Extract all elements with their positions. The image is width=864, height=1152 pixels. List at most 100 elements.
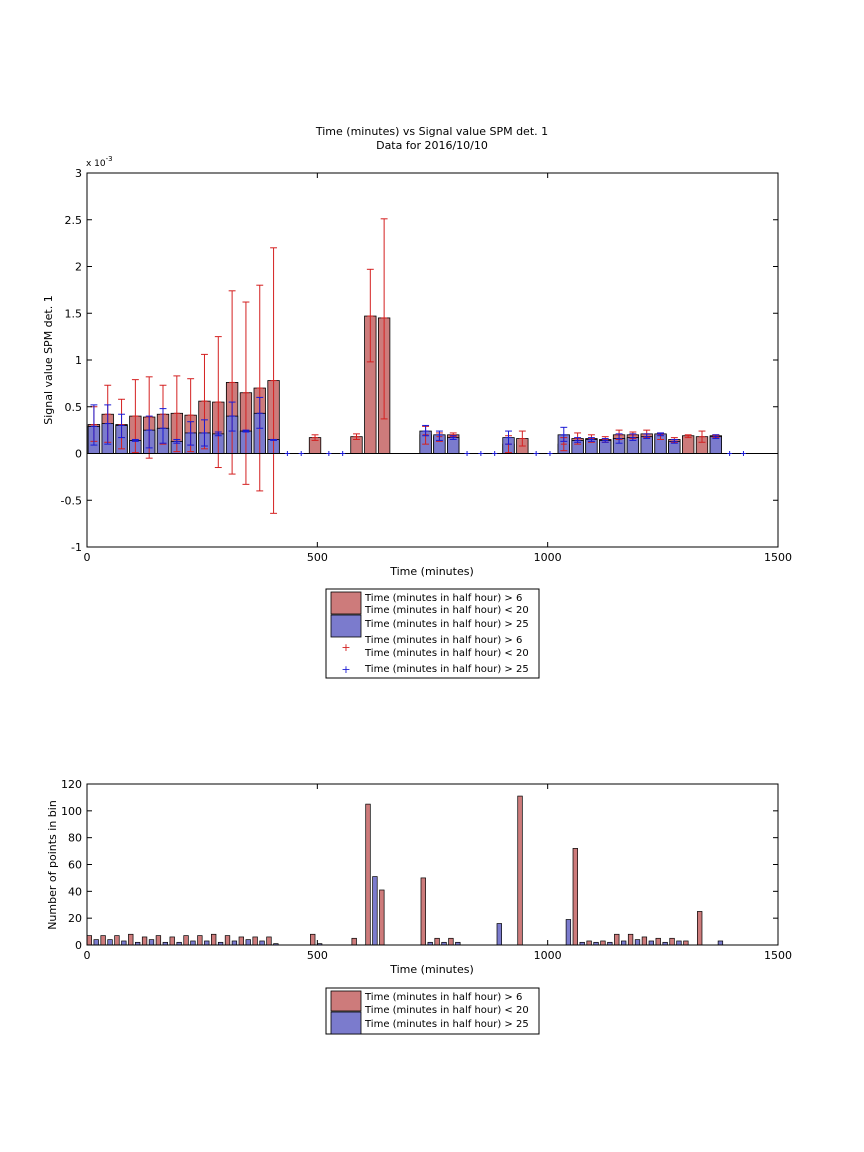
- chart1-legend-marker-2: +: [341, 663, 350, 676]
- chart1-errorbar-s2-27: [712, 434, 720, 440]
- chart1-errorbar-s1-14: [311, 434, 319, 441]
- chart2-bar-s1-16: [365, 803, 371, 946]
- chart2-bar-s2-11: [245, 939, 251, 946]
- chart1-x-tick-label: 1000: [534, 551, 562, 564]
- chart1-errorbar-s2-5: [159, 408, 167, 444]
- chart1-subtitle: Data for 2016/10/10: [376, 139, 488, 152]
- chart2-y-label: Number of points in bin: [46, 800, 59, 930]
- chart2-bar-s1-20: [448, 937, 454, 946]
- chart1-errorbar-s2-22: [615, 433, 623, 444]
- chart2-x-tick-label: 1000: [534, 949, 562, 962]
- chart1-errorbar-s2-24: [643, 433, 651, 440]
- chart1-y-tick-label: 3: [75, 167, 82, 180]
- chart2-bar-s1-27: [641, 936, 648, 946]
- chart1-error-bars: [90, 218, 720, 514]
- chart2-bar-s2-28: [676, 940, 682, 946]
- chart1-errorbar-s2-14: [422, 424, 430, 437]
- chart2-bar-s1-12: [252, 936, 258, 946]
- chart1-zero-marker-0: [284, 451, 290, 456]
- chart1-errorbar-s1-13: [270, 247, 278, 514]
- chart1-errorbar-s1-10: [228, 290, 236, 475]
- chart1-bar-s2-24: [640, 436, 653, 454]
- signal-chart: Time (minutes) vs Signal value SPM det. …: [42, 125, 792, 679]
- chart2-x-tick-label: 0: [84, 949, 91, 962]
- chart2-legend-box: [325, 987, 540, 1035]
- chart2-x-tick-label: 1500: [764, 949, 792, 962]
- chart1-y-tick-label: 0: [75, 448, 82, 461]
- chart1-legend-box: [325, 588, 540, 679]
- chart2-x-label: Time (minutes): [389, 963, 474, 976]
- chart2-bar-s2-0: [93, 939, 99, 946]
- chart1-errorbar-s2-7: [187, 421, 195, 446]
- chart2-bar-s1-6: [169, 936, 175, 946]
- chart1-errorbar-s2-16: [449, 435, 457, 440]
- chart2-bar-s2-10: [231, 940, 238, 946]
- chart2-bar-s1-0: [86, 935, 92, 946]
- chart1-y-tick-label: 2: [75, 261, 82, 274]
- chart1-title: Time (minutes) vs Signal value SPM det. …: [315, 125, 548, 138]
- chart2-plot-frame: [86, 783, 779, 946]
- chart2-bar-s2-2: [121, 940, 127, 946]
- chart2-y-tick-label: 20: [68, 912, 82, 925]
- chart2-legend: Time (minutes in half hour) > 6 Time (mi…: [325, 987, 540, 1035]
- chart1-legend-entry-1: Time (minutes in half hour) > 6: [364, 593, 522, 604]
- chart2-bar-s1-18: [420, 877, 426, 946]
- chart1-zero-marker-4: [464, 451, 470, 456]
- chart2-bar-s2-26: [648, 940, 654, 946]
- chart2-bars: [86, 795, 724, 946]
- chart1-x-tick-label: 500: [307, 551, 328, 564]
- chart1-errorbar-s2-17: [505, 430, 512, 445]
- chart2-bar-s2-29: [717, 940, 724, 946]
- chart1-zero-marker-2: [326, 451, 332, 456]
- chart1-x-tick-label: 0: [84, 551, 91, 564]
- chart1-errorbar-s2-18: [560, 426, 568, 442]
- chart2-bar-s1-28: [655, 937, 661, 946]
- chart1-y-tick-label: 1: [75, 354, 82, 367]
- chart1-errorbar-s2-2: [118, 413, 126, 439]
- chart1-errorbar-s2-26: [670, 438, 678, 444]
- chart1-y-label: Signal value SPM det. 1: [42, 295, 55, 425]
- chart1-bar-s2-16: [447, 437, 460, 454]
- chart1-errorbar-s2-6: [173, 438, 181, 444]
- chart2-bar-s1-26: [627, 933, 634, 946]
- chart2-bar-s1-11: [238, 936, 244, 946]
- chart1-legend-entry-5: Time (minutes in half hour) < 20: [364, 648, 529, 659]
- chart1-errorbar-s1-9: [214, 336, 222, 469]
- chart1-errorbar-s2-21: [601, 438, 609, 443]
- chart2-y-tick-label: 80: [68, 832, 82, 845]
- chart2-y-tick-label: 40: [68, 885, 82, 898]
- chart2-bar-s1-4: [141, 936, 148, 946]
- chart1-errorbar-s1-16: [366, 268, 374, 363]
- chart2-legend-swatch-2: [330, 1011, 362, 1035]
- chart2-bar-s1-24: [600, 940, 606, 946]
- chart1-bar-s2-27: [709, 436, 722, 454]
- chart2-bar-s1-30: [683, 940, 689, 946]
- chart2-bar-s2-25: [634, 939, 641, 946]
- chart1-zero-marker-7: [533, 451, 539, 456]
- chart1-legend-swatch-2: [330, 614, 362, 638]
- chart1-errorbar-s2-4: [145, 415, 153, 449]
- chart2-axes: 0 20 40 60 80 100 120 0 500 1000 1500: [61, 778, 792, 962]
- chart1-errorbar-s2-20: [587, 437, 595, 442]
- chart1-y-tick-label: 0.5: [65, 401, 83, 414]
- chart1-errorbar-s1-11: [242, 301, 250, 485]
- chart1-errorbar-s1-33: [698, 430, 706, 443]
- chart2-bar-s2-19: [496, 923, 502, 946]
- chart2-bar-s1-7: [183, 935, 189, 946]
- chart1-zero-marker-10: [740, 451, 746, 456]
- chart1-y-tick-label: -1: [71, 541, 82, 554]
- chart1-x-label: Time (minutes): [389, 565, 474, 578]
- chart1-errorbar-s1-22: [518, 430, 526, 447]
- chart2-legend-swatch-1: [330, 990, 362, 1012]
- chart1-errorbar-s1-15: [353, 433, 360, 440]
- chart1-plot-frame: [86, 172, 779, 548]
- chart2-bar-s2-12: [259, 940, 265, 946]
- chart1-errorbar-s2-8: [201, 419, 208, 447]
- chart2-bar-s1-17: [379, 889, 385, 946]
- chart1-errorbar-s2-19: [574, 437, 582, 443]
- chart1-axes: -1 -0.5 0 0.5 1 1.5 2 2.5 3 0 500 1000 1500: [61, 167, 792, 564]
- chart1-errorbar-s2-12: [256, 396, 264, 429]
- chart2-bar-s2-20: [565, 919, 572, 946]
- chart2-bar-s1-8: [197, 935, 203, 946]
